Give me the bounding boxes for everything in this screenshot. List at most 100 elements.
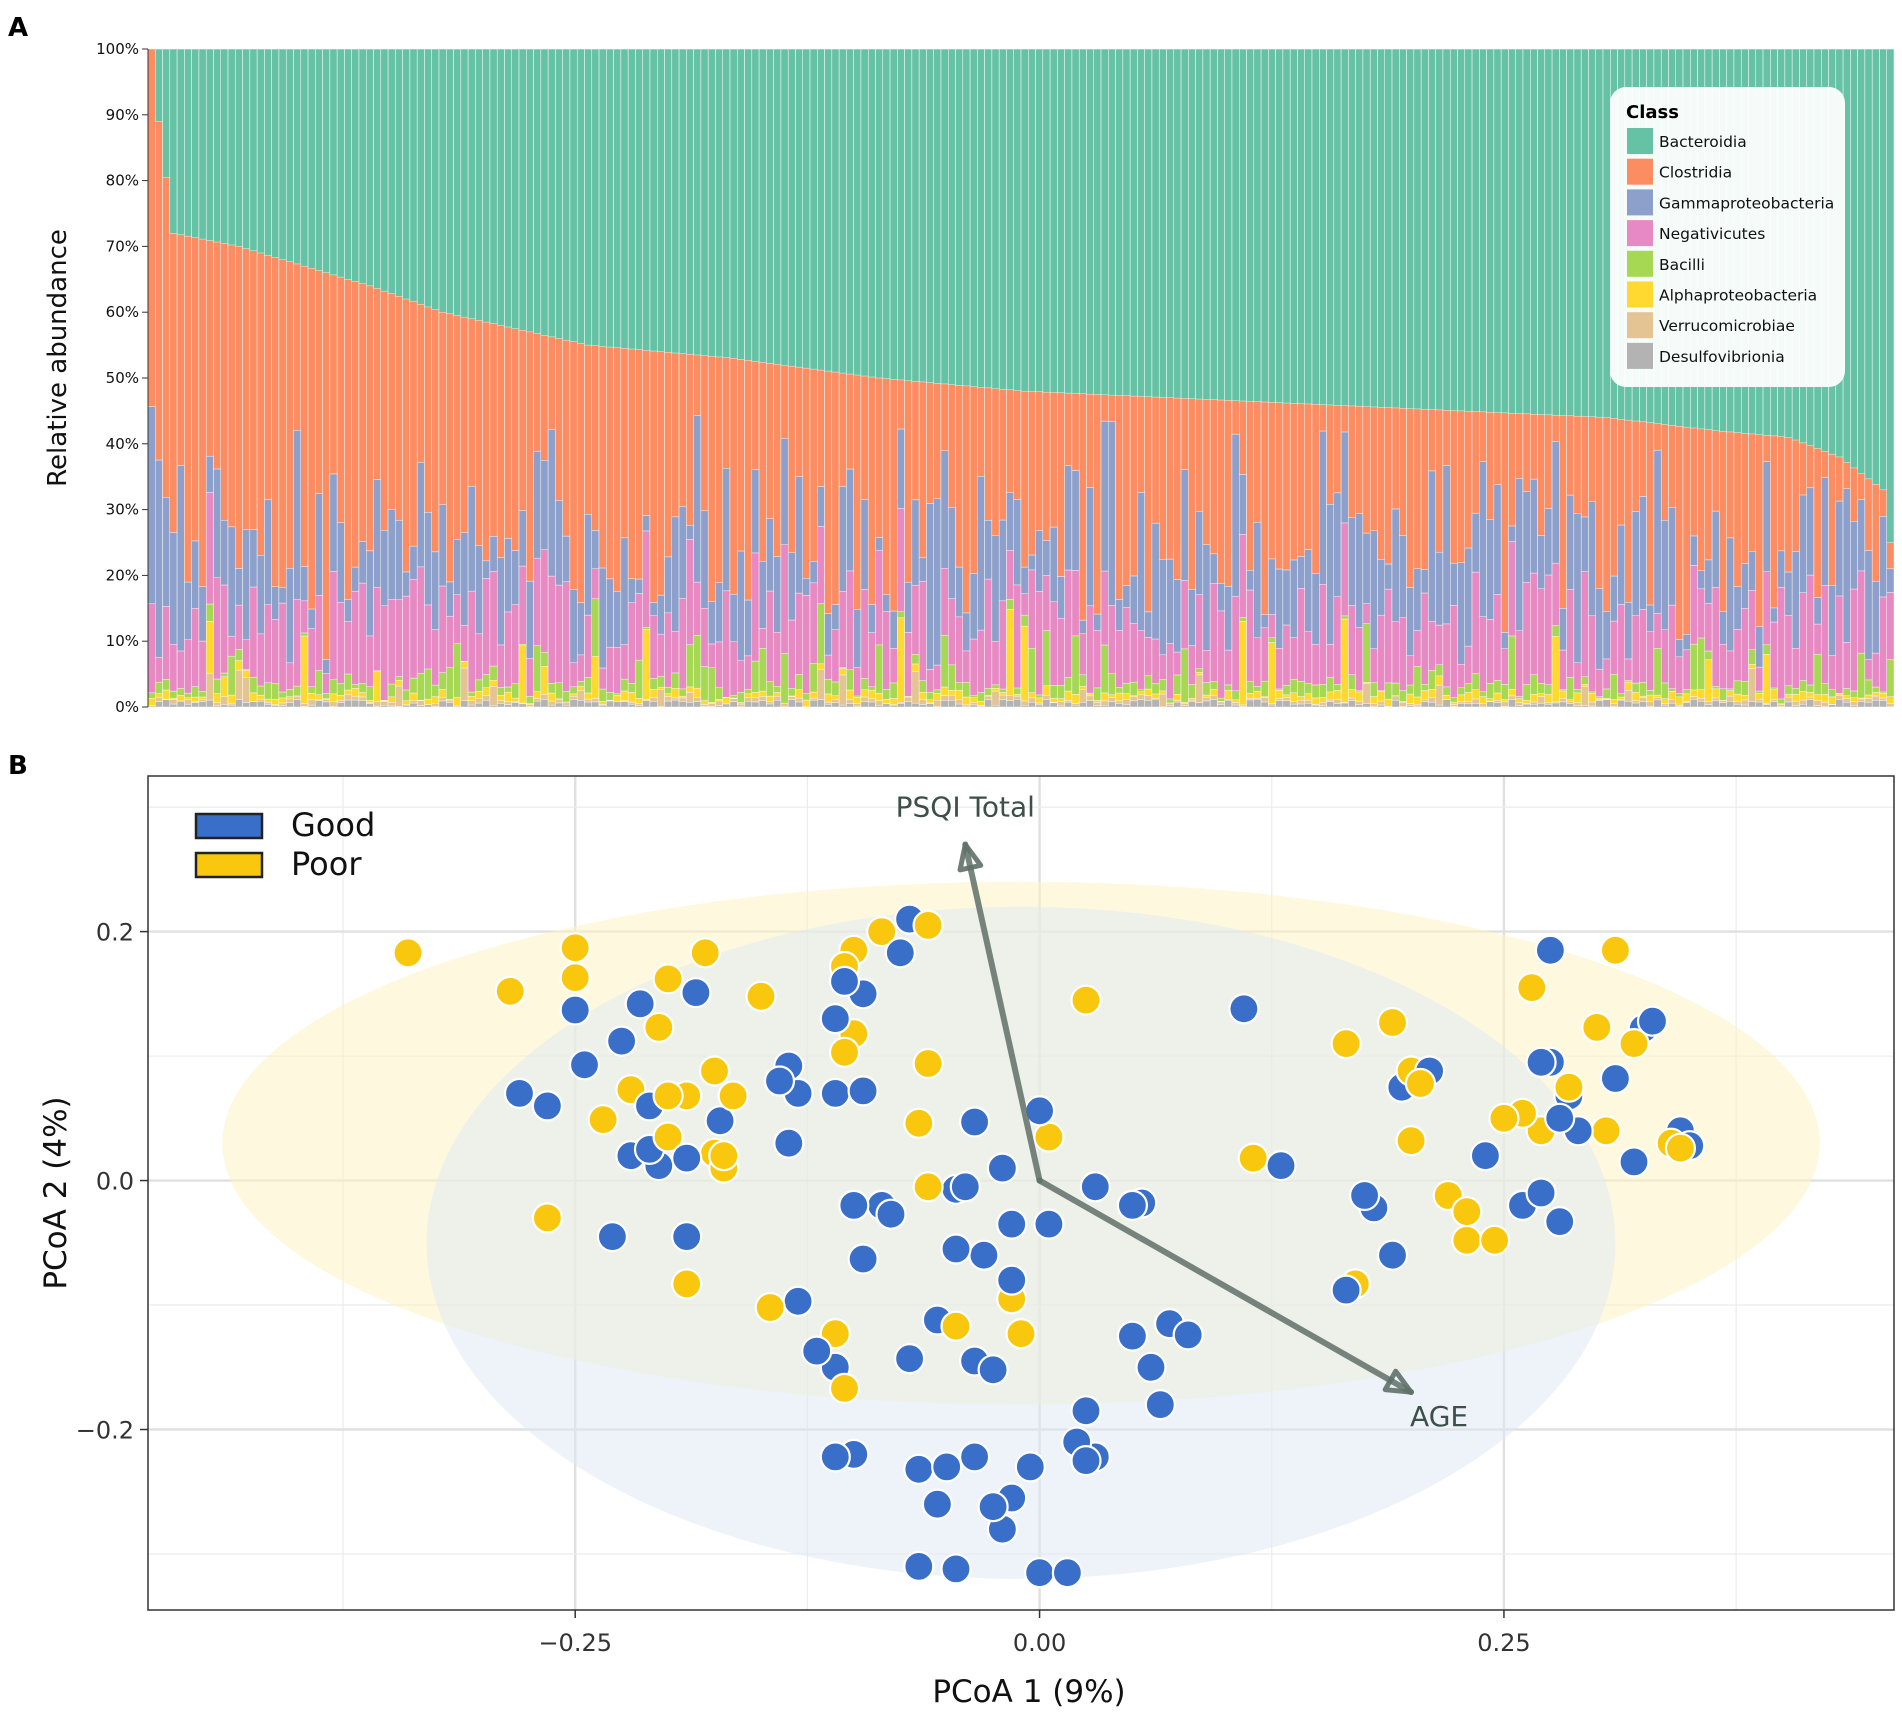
bar-verrucomicrobiae — [1144, 695, 1153, 701]
bar-desulfovibrionia — [1195, 702, 1204, 708]
bar-negativicutes — [1100, 570, 1109, 646]
bar-bacilli — [620, 678, 629, 692]
bar-bacilli — [1471, 673, 1480, 690]
bar-negativicutes — [1115, 630, 1124, 688]
bar-bacilli — [1821, 683, 1829, 695]
bar-gammaproteobacteria — [351, 566, 360, 592]
bar-negativicutes — [1551, 562, 1560, 626]
bar-clostridia — [1020, 390, 1029, 568]
bar-desulfovibrionia — [868, 701, 876, 708]
bar-negativicutes — [1282, 624, 1291, 686]
bar-alphaproteobacteria — [205, 621, 214, 674]
bar-negativicutes — [1762, 571, 1771, 646]
bar-gammaproteobacteria — [1195, 511, 1204, 595]
bar-verrucomicrobiae — [220, 696, 229, 706]
bar-verrucomicrobiae — [1122, 699, 1131, 706]
bar-bacilli — [1537, 683, 1546, 694]
bar-verrucomicrobiae — [1428, 697, 1436, 703]
bar-desulfovibrionia — [162, 699, 171, 708]
bar-bacilli — [1762, 644, 1771, 655]
bar-negativicutes — [1879, 596, 1887, 693]
bar-desulfovibrionia — [1108, 701, 1116, 708]
bar-clostridia — [518, 330, 527, 511]
bar-alphaproteobacteria — [1610, 699, 1618, 704]
bar-bacilli — [1028, 647, 1036, 693]
bar-gammaproteobacteria — [1333, 492, 1342, 597]
bar-clostridia — [766, 363, 774, 519]
bar-verrucomicrobiae — [198, 699, 207, 702]
bar-desulfovibrionia — [402, 704, 411, 708]
bar-gammaproteobacteria — [1530, 478, 1538, 574]
legend-swatch-bacteroidia — [1627, 128, 1653, 154]
bar-negativicutes — [1202, 650, 1211, 683]
bar-clostridia — [693, 354, 702, 416]
bar-verrucomicrobiae — [1304, 699, 1313, 704]
bar-clostridia — [1159, 397, 1167, 560]
bar-bacilli — [1660, 682, 1669, 699]
bar-verrucomicrobiae — [686, 692, 694, 703]
bar-bacilli — [729, 695, 738, 699]
bar-clostridia — [169, 233, 178, 533]
bar-negativicutes — [926, 669, 934, 693]
bar-gammaproteobacteria — [497, 557, 505, 646]
bar-alphaproteobacteria — [678, 695, 687, 699]
bar-alphaproteobacteria — [249, 692, 258, 702]
bar-negativicutes — [1348, 605, 1356, 675]
bar-gammaproteobacteria — [460, 532, 469, 626]
bar-bacilli — [795, 674, 803, 690]
bar-bacilli — [1260, 680, 1269, 697]
bar-negativicutes — [1828, 655, 1837, 690]
bar-negativicutes — [1413, 630, 1422, 667]
bar-desulfovibrionia — [1180, 705, 1189, 708]
bar-verrucomicrobiae — [635, 703, 643, 706]
point-good — [1135, 1351, 1167, 1383]
bar-clostridia — [453, 315, 462, 540]
bar-gammaproteobacteria — [649, 602, 658, 616]
bar-clostridia — [853, 374, 862, 610]
bar-bacilli — [1842, 688, 1851, 696]
bar-clostridia — [424, 306, 432, 513]
bar-clostridia — [1559, 415, 1567, 609]
bar-bacilli — [1675, 693, 1684, 698]
bar-negativicutes — [1704, 603, 1713, 652]
bar-bacilli — [860, 678, 869, 690]
bar-bacilli — [1020, 614, 1029, 627]
point-poor — [940, 1310, 972, 1342]
bar-negativicutes — [1268, 614, 1276, 639]
bar-verrucomicrobiae — [846, 699, 854, 704]
bar-alphaproteobacteria — [1886, 696, 1895, 704]
point-good — [819, 1003, 851, 1035]
bar-bacilli — [773, 686, 782, 693]
bar-bacilli — [1479, 691, 1487, 697]
bar-alphaproteobacteria — [1879, 693, 1887, 699]
bar-bacilli — [475, 679, 483, 692]
bar-gammaproteobacteria — [1217, 583, 1225, 612]
bar-alphaproteobacteria — [1457, 694, 1465, 703]
bar-bacilli — [1828, 689, 1837, 698]
bar-verrucomicrobiae — [205, 672, 214, 701]
legend-swatch-verrucomicrobiae — [1627, 312, 1653, 339]
bar-desulfovibrionia — [1340, 702, 1349, 708]
bar-gammaproteobacteria — [1668, 507, 1676, 606]
bar-negativicutes — [1428, 620, 1436, 671]
bar-negativicutes — [307, 628, 316, 687]
bar-verrucomicrobiae — [744, 697, 753, 702]
bar-verrucomicrobiae — [1071, 703, 1080, 706]
bar-negativicutes — [1188, 645, 1196, 685]
bar-verrucomicrobiae — [1711, 697, 1720, 702]
bar-gammaproteobacteria — [1144, 611, 1153, 638]
point-good — [940, 1233, 972, 1265]
bar-negativicutes — [1479, 616, 1487, 693]
bar-desulfovibrionia — [1129, 700, 1138, 708]
bar-desulfovibrionia — [1275, 700, 1284, 708]
bar-clostridia — [1726, 431, 1735, 539]
bar-gammaproteobacteria — [1253, 521, 1262, 639]
point-good — [1599, 1062, 1632, 1095]
bar-alphaproteobacteria — [1835, 693, 1844, 696]
bar-desulfovibrionia — [940, 700, 949, 708]
bar-clostridia — [1457, 410, 1465, 563]
bar-gammaproteobacteria — [773, 556, 782, 633]
bar-negativicutes — [402, 595, 411, 691]
bar-alphaproteobacteria — [1159, 690, 1167, 695]
